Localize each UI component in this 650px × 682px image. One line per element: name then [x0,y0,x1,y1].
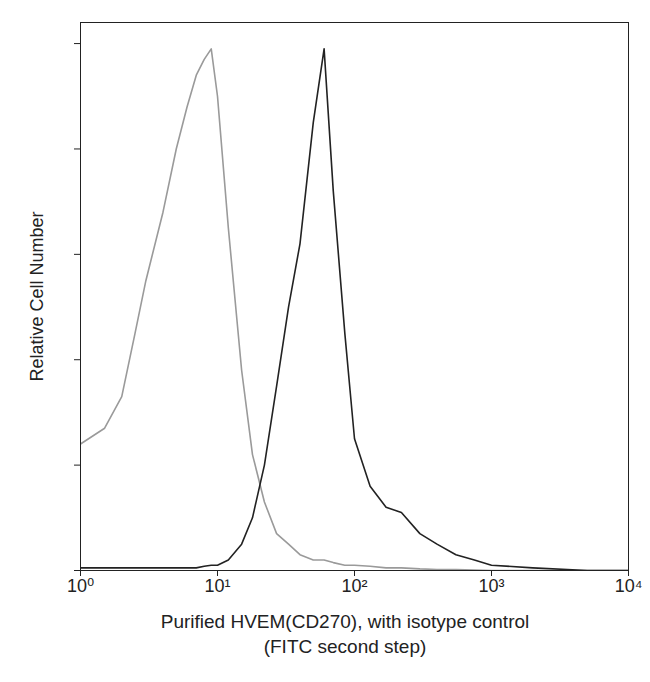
svg-text:10⁴: 10⁴ [615,576,643,596]
svg-text:Relative Cell Number: Relative Cell Number [27,211,47,381]
svg-text:10²: 10² [341,576,367,596]
svg-text:10⁰: 10⁰ [67,576,94,596]
svg-text:10¹: 10¹ [204,576,230,596]
svg-text:10³: 10³ [478,576,504,596]
html-text:(FITC second step): (FITC second step) [263,635,427,657]
html-text:Purified HVEM(CD270), with iso: Purified HVEM(CD270), with isotype contr… [160,611,530,632]
